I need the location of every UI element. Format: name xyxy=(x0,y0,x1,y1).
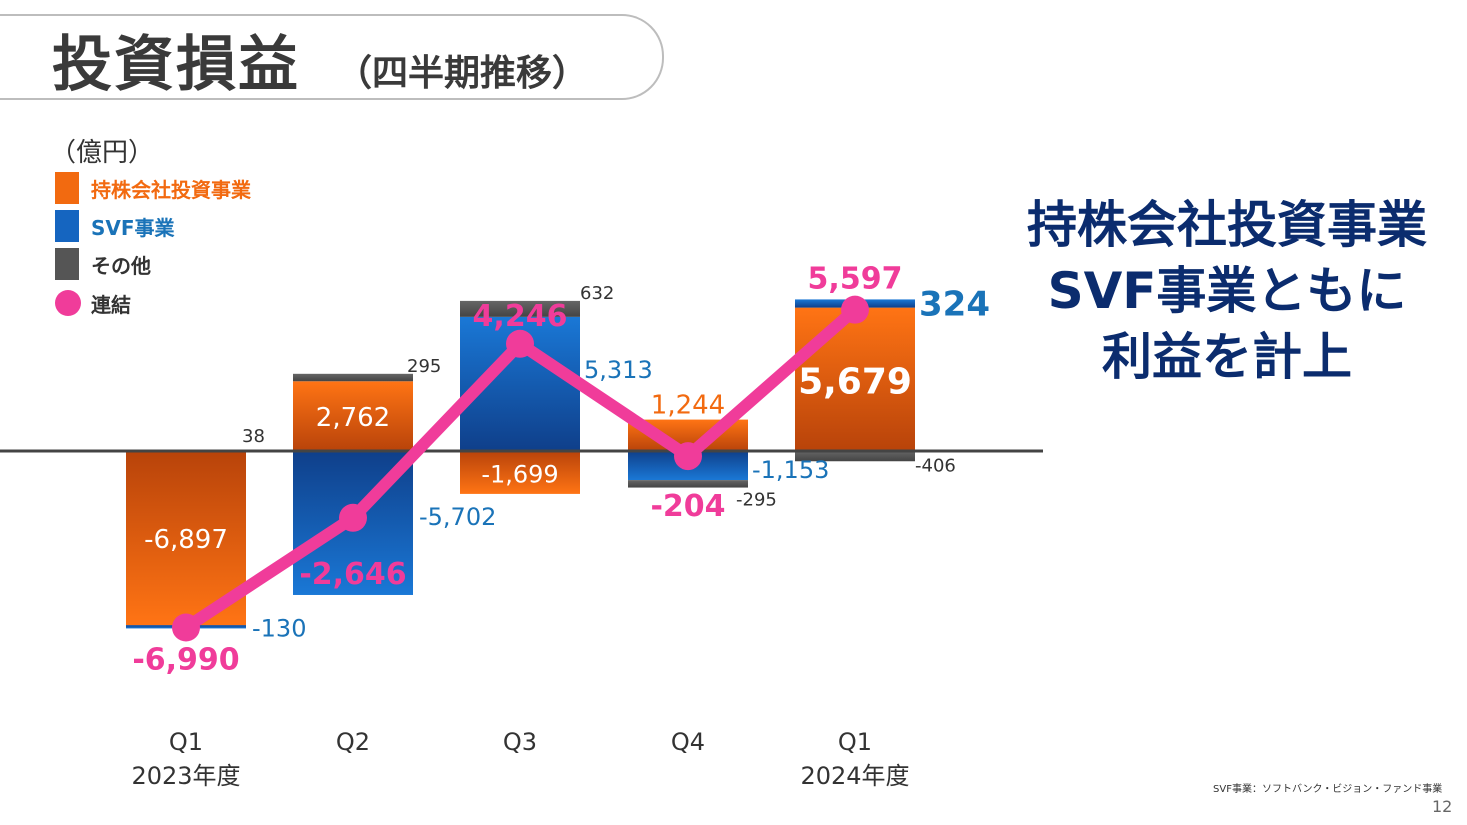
footnote: SVF事業：ソフトバンク・ビジョン・ファンド事業 xyxy=(1213,784,1443,795)
label-holding-3: -1,699 xyxy=(481,460,558,488)
consolidated-point-3 xyxy=(506,329,534,358)
label-consolidated-4: -204 xyxy=(650,489,725,524)
x-tick-1: Q1 xyxy=(169,728,203,756)
page-subtitle: （四半期推移） xyxy=(336,53,589,94)
label-svf-4: -1,153 xyxy=(752,456,829,484)
label-consolidated-1: -6,990 xyxy=(132,642,239,677)
bar-holding-5 xyxy=(795,307,915,451)
bar-other-5 xyxy=(795,451,915,462)
x-tick-4: Q4 xyxy=(671,728,705,756)
legend-swatch-holding xyxy=(55,172,79,204)
x-tick-3: Q3 xyxy=(503,728,537,756)
legend-item-consolidated: 連結 xyxy=(55,287,131,319)
label-other-4: -295 xyxy=(736,490,777,511)
page-title: 投資損益 xyxy=(52,30,300,100)
unit-label: （億円） xyxy=(50,138,155,168)
bar-holding-3 xyxy=(460,451,580,494)
label-other-2: 295 xyxy=(407,356,441,377)
page-number: 12 xyxy=(1432,797,1453,816)
label-svf-2: -5,702 xyxy=(419,503,496,531)
legend-label-consolidated: 連結 xyxy=(91,292,131,317)
legend-item-other: その他 xyxy=(55,248,151,280)
legend-label-holding: 持株会社投資事業 xyxy=(91,177,251,202)
label-holding-2: 2,762 xyxy=(316,403,390,433)
legend-label-svf: SVF事業 xyxy=(91,215,175,240)
label-svf-5: 324 xyxy=(919,284,990,324)
x-tick-5: Q1 xyxy=(838,728,872,756)
legend-swatch-other xyxy=(55,248,79,280)
label-holding-5: 5,679 xyxy=(798,361,912,402)
x-sublabel-1: 2023年度 xyxy=(131,762,240,790)
bar-other-2 xyxy=(293,373,413,382)
label-consolidated-2: -2,646 xyxy=(299,557,406,592)
label-svf-3: 5,313 xyxy=(584,356,653,384)
consolidated-point-4 xyxy=(674,442,702,471)
title-banner xyxy=(0,14,664,100)
headline: 持株会社投資事業 SVF事業ともに 利益を計上 xyxy=(1000,192,1454,390)
label-consolidated-5: 5,597 xyxy=(808,262,903,297)
x-tick-2: Q2 xyxy=(336,728,370,756)
label-other-5: -406 xyxy=(915,455,956,476)
headline-line-3: 利益を計上 xyxy=(1102,328,1352,386)
label-consolidated-3: 4,246 xyxy=(473,299,568,334)
headline-line-1: 持株会社投資事業 xyxy=(1027,196,1427,254)
label-holding-1: -6,897 xyxy=(144,525,228,555)
headline-line-2: SVF事業ともに xyxy=(1047,262,1407,320)
x-sublabel-5: 2024年度 xyxy=(800,762,909,790)
bar-other-3 xyxy=(460,300,580,317)
label-other-3: 632 xyxy=(580,283,614,304)
legend-swatch-svf xyxy=(55,210,79,242)
legend-dot-consolidated xyxy=(55,290,81,316)
label-other-1: 38 xyxy=(242,426,265,447)
bar-other-4 xyxy=(628,480,748,488)
legend-item-holding: 持株会社投資事業 xyxy=(55,172,251,204)
consolidated-point-1 xyxy=(172,613,200,642)
legend-item-svf: SVF事業 xyxy=(55,210,175,242)
consolidated-point-5 xyxy=(841,295,869,324)
bar-holding-2 xyxy=(293,381,413,451)
label-holding-4: 1,244 xyxy=(651,391,725,421)
legend-label-other: その他 xyxy=(91,253,151,278)
label-svf-1: -130 xyxy=(252,614,306,642)
consolidated-point-2 xyxy=(339,503,367,532)
